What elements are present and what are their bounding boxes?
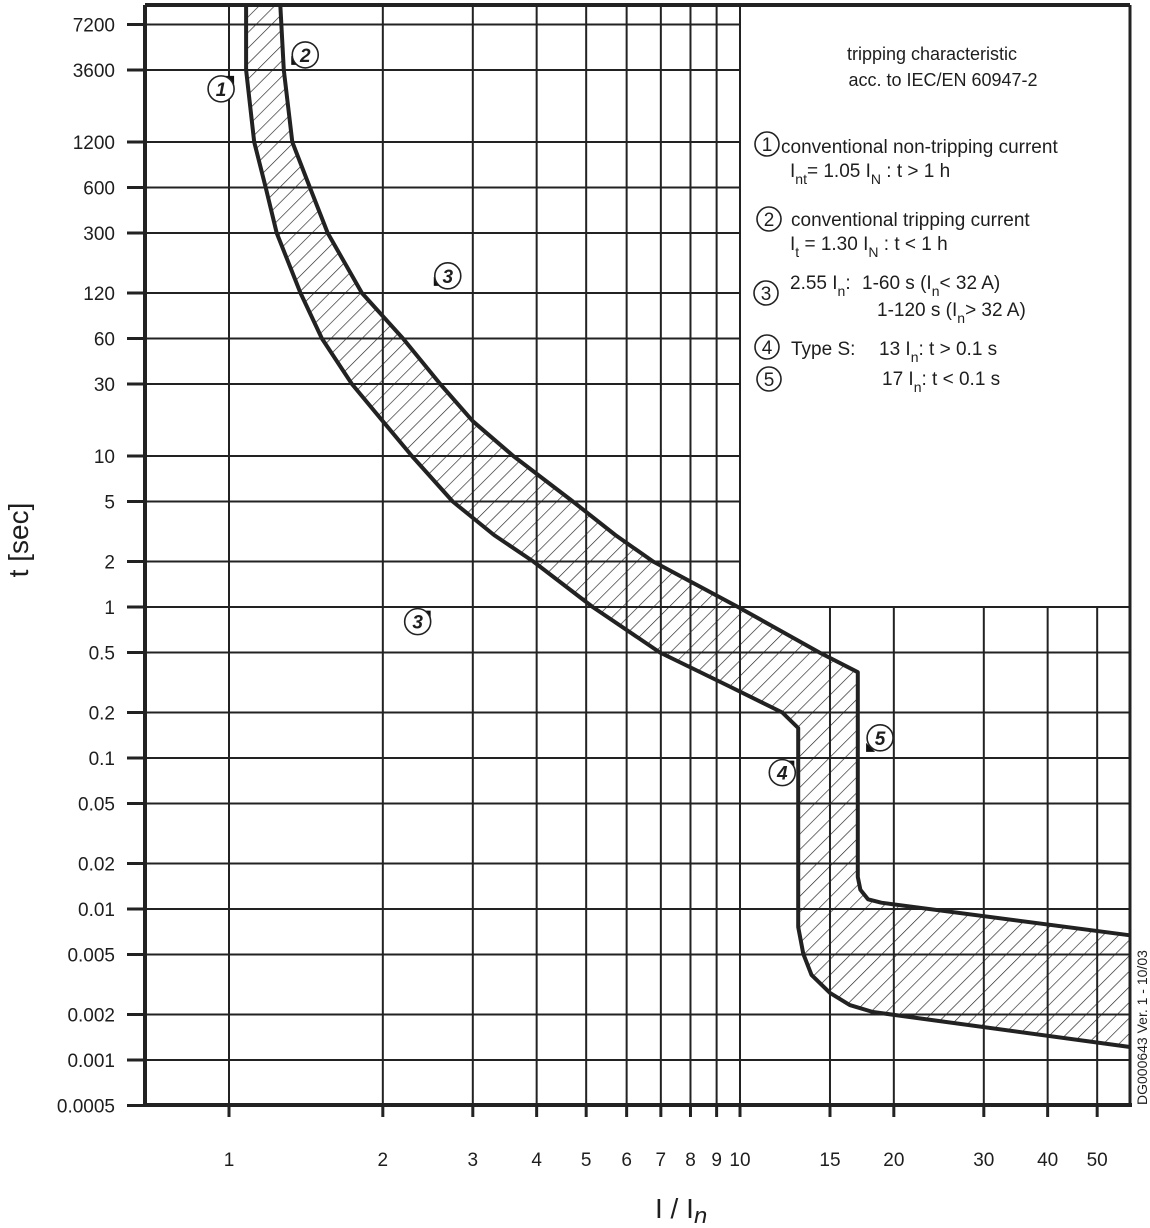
marker-label: 3 [442,267,453,288]
y-tick-label: 0.005 [67,945,115,966]
x-axis-label-main: I / I [655,1193,694,1223]
marker-circle [866,724,894,752]
marker-circle [291,41,320,69]
legend-number: 2 [764,210,775,231]
legend-number: 4 [762,338,773,359]
y-tick-label: 0.02 [78,855,115,876]
x-tick-label: 20 [883,1150,904,1171]
lower-boundary-curve [244,5,1131,1049]
marker-circle [403,607,432,636]
x-axis-label-sub: n [694,1203,707,1223]
y-tick-label: 0.05 [78,794,115,815]
y-tick-label: 7200 [73,16,115,37]
legend-item-5: 5 17 In: t < 0.1 s [756,366,1000,395]
y-tick-label: 300 [83,224,115,245]
marker-label: 2 [299,46,311,67]
y-tick-label: 10 [94,447,115,468]
legend-number: 3 [761,284,772,305]
x-tick-label: 30 [973,1150,994,1171]
legend: 1 conventional non-tripping current Int=… [753,131,1058,395]
upper-boundary-curve [278,4,1131,938]
x-tick-label: 15 [819,1150,840,1171]
x-tick-label: 50 [1087,1150,1108,1171]
y-axis-ticks: 7200 3600 1200 600 300 120 60 30 10 5 2 1 0.5 0.2 0.1 0… [57,16,145,1117]
chart-title: tripping characteristic acc. to IEC/EN 6… [847,44,1038,90]
title-line-2: acc. to IEC/EN 60947-2 [848,70,1037,90]
marker-2: 2 [291,41,320,69]
y-tick-label: 2 [104,553,115,574]
legend-number: 5 [764,370,775,391]
legend-text: conventional non-tripping current [781,137,1058,158]
y-tick-label: 60 [94,329,115,350]
y-tick-label: 1 [104,598,115,619]
y-tick-label: 600 [83,178,115,199]
x-axis-label: I / In [655,1193,707,1223]
x-tick-label: 8 [685,1150,696,1171]
x-tick-label: 3 [468,1150,479,1171]
marker-label: 5 [875,729,886,750]
y-tick-label: 0.1 [89,749,115,770]
marker-circle [433,262,462,290]
legend-formula: 2.55 In: [790,273,851,299]
marker-circle [207,75,235,103]
legend-item-1: 1 conventional non-tripping current Int=… [754,131,1058,187]
legend-formula: It = 1.30 IN : t < 1 h [790,234,948,260]
x-tick-label: 40 [1037,1150,1058,1171]
marker-label: 1 [216,80,227,101]
y-tick-label: 0.0005 [57,1096,115,1117]
marker-label: 4 [776,764,788,785]
x-tick-label: 4 [531,1150,542,1171]
marker-circle [768,758,797,787]
x-axis-ticks: 1 2 3 4 5 6 7 8 9 10 15 20 30 40 50 [224,1105,1108,1171]
legend-formula: 13 In: t > 0.1 s [879,339,997,365]
x-tick-label: 10 [729,1150,750,1171]
y-tick-label: 120 [83,284,115,305]
legend-number: 1 [762,135,773,156]
y-tick-label: 0.01 [78,900,115,921]
marker-3: 3 [433,262,462,290]
x-tick-label: 7 [656,1150,667,1171]
tripping-band [246,5,1131,1047]
marker-5: 4 [768,758,797,787]
y-tick-label: 30 [94,375,115,396]
marker-4: 3 [403,607,432,636]
x-tick-label: 2 [378,1150,389,1171]
legend-formula: Int= 1.05 IN : t > 1 h [790,161,950,187]
marker-label: 3 [412,613,423,634]
marker-6: 5 [866,724,894,752]
x-tick-label: 9 [711,1150,722,1171]
y-tick-label: 1200 [73,133,115,154]
x-tick-label: 5 [581,1150,592,1171]
legend-item-3: 3 2.55 In: 1-60 s (In< 32 A) 1-120 s (In… [753,273,1026,326]
legend-item-4: 4 Type S: 13 In: t > 0.1 s [754,334,997,365]
legend-formula: 17 In: t < 0.1 s [882,369,1000,395]
y-tick-label: 0.002 [67,1006,115,1027]
legend-item-2: 2 conventional tripping current It = 1.3… [756,206,1030,260]
marker-1: 1 [207,75,235,103]
x-tick-label: 1 [224,1150,235,1171]
y-axis-label: t [sec] [3,503,34,578]
y-tick-label: 3600 [73,61,115,82]
legend-type: Type S: [791,339,855,360]
x-tick-label: 6 [621,1150,632,1171]
version-note: DG000643 Ver. 1 - 10/03 [1134,950,1150,1105]
y-tick-label: 0.001 [67,1051,115,1072]
legend-range-2: 1-120 s (In> 32 A) [877,300,1026,326]
legend-text: conventional tripping current [791,210,1030,231]
title-line-1: tripping characteristic [847,44,1017,64]
markers: 1 2 3 3 4 5 [207,41,894,787]
legend-range-1: 1-60 s (In< 32 A) [862,273,1000,299]
y-tick-label: 0.2 [89,704,115,725]
y-tick-label: 5 [104,492,115,513]
y-tick-label: 0.5 [89,643,115,664]
